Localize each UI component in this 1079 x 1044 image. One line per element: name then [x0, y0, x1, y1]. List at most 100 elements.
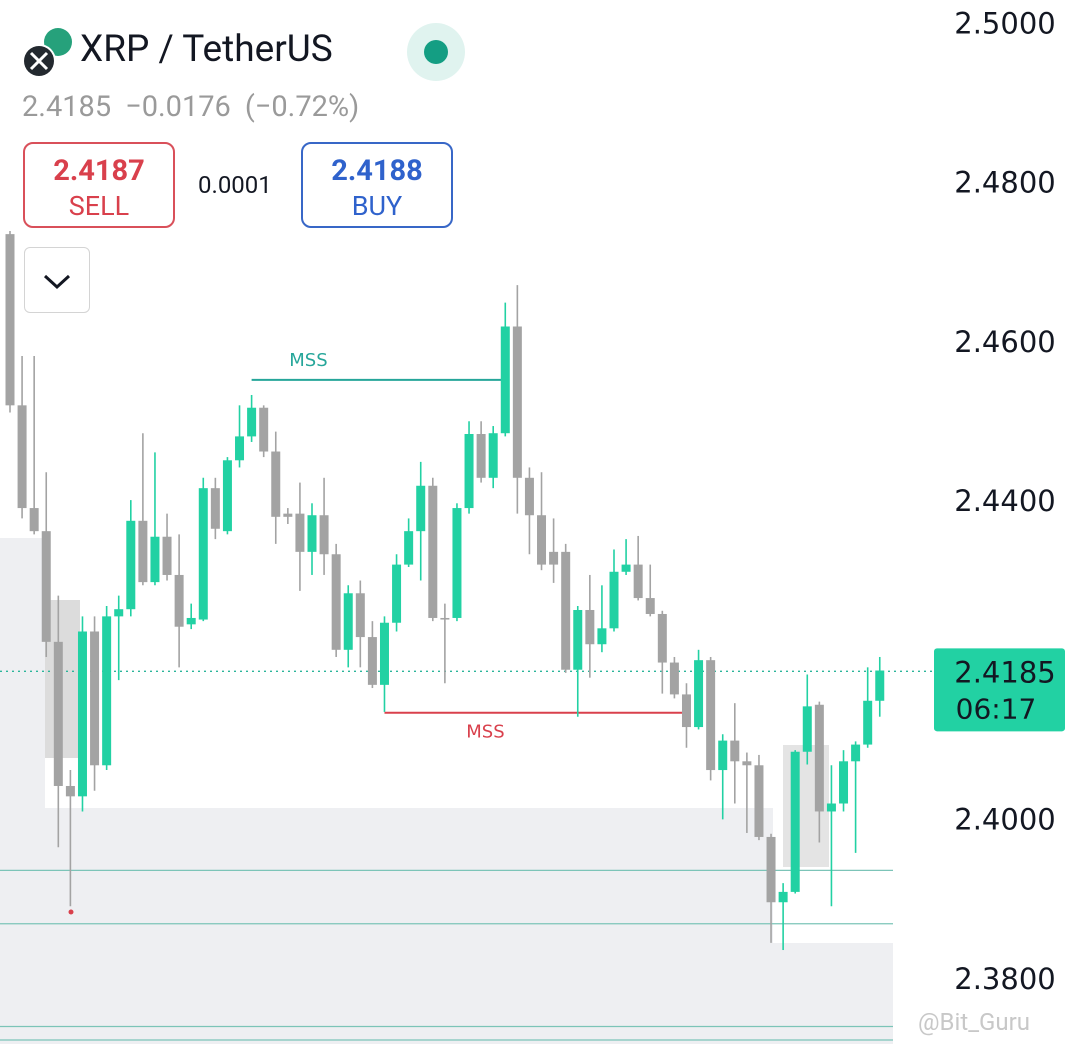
y-tick-label: 2.3800	[954, 962, 1055, 996]
candle-body	[307, 515, 317, 552]
change: −0.0176	[125, 90, 231, 124]
candle-body	[730, 740, 740, 762]
candle-body	[114, 609, 124, 617]
candle-body	[235, 436, 245, 461]
candle-body	[17, 405, 27, 509]
marker-dot	[68, 909, 74, 915]
price: 2.4185	[22, 90, 112, 124]
spread: 0.0001	[198, 171, 272, 199]
symbol-icons	[22, 28, 72, 78]
candle-body	[694, 660, 704, 728]
y-tick-label: 2.5000	[954, 6, 1055, 40]
candle-body	[561, 551, 571, 670]
sell-price: 2.4187	[53, 154, 145, 188]
candle-body	[766, 836, 776, 903]
symbol: XRP / TetherUS	[80, 28, 333, 71]
candle-body	[573, 609, 583, 670]
candle-body	[500, 326, 510, 434]
candle-body	[790, 751, 800, 892]
candle-body	[150, 536, 160, 583]
buy-price: 2.4188	[331, 154, 423, 188]
dropdown[interactable]	[24, 247, 90, 313]
candle-body	[585, 609, 595, 645]
candle-body	[186, 617, 196, 625]
sell-button[interactable]: 2.4187 SELL	[23, 142, 175, 228]
candle-body	[742, 761, 752, 766]
last-price-box	[934, 648, 1065, 732]
candle-body	[283, 513, 293, 517]
candle-body	[863, 700, 873, 745]
candle-body	[633, 564, 643, 599]
candle-body	[609, 571, 619, 629]
candle-body	[355, 593, 365, 638]
candle-body	[343, 593, 353, 650]
candle-body	[512, 326, 522, 478]
candle-body	[488, 433, 498, 478]
candle-body	[29, 508, 39, 532]
candle-body	[198, 488, 208, 620]
candle-body	[645, 598, 655, 614]
candle-body	[452, 508, 462, 618]
candle-body	[537, 515, 547, 565]
quote: 2.4185 −0.0176 (−0.72%)	[22, 90, 373, 124]
candle-body	[754, 765, 764, 837]
candle-body	[404, 531, 414, 565]
candle-body	[814, 704, 824, 812]
candle-body	[162, 536, 172, 575]
candle-body	[53, 641, 63, 786]
buy-label: BUY	[351, 190, 403, 222]
candle-body	[621, 564, 631, 572]
y-tick-label: 2.4000	[954, 803, 1055, 837]
candle-body	[669, 662, 679, 695]
status	[407, 23, 465, 81]
candle-body	[416, 485, 426, 532]
y-tick-label: 2.4800	[954, 166, 1055, 200]
change-pct: (−0.72%)	[244, 90, 360, 124]
candle-body	[440, 617, 450, 620]
candle-body	[549, 551, 559, 565]
candle-body	[65, 785, 75, 797]
candle-body	[138, 520, 148, 583]
zone	[0, 808, 773, 1044]
candle-body	[524, 477, 534, 516]
candle-body	[90, 631, 100, 766]
y-tick-label: 2.4400	[954, 484, 1055, 518]
candle-body	[379, 622, 389, 685]
countdown: 06:17	[956, 692, 1037, 725]
candle-body	[392, 564, 402, 623]
zone	[773, 943, 893, 1044]
candle-body	[718, 740, 728, 771]
candle-body	[367, 637, 377, 685]
candle-body	[174, 574, 184, 627]
candle-body	[802, 706, 812, 752]
watermark: @Bit_Guru	[918, 1008, 1030, 1036]
candle-body	[464, 434, 474, 509]
mss-label: MSS	[466, 722, 504, 743]
y-tick-label: 2.4600	[954, 325, 1055, 359]
candle-body	[126, 520, 136, 610]
candle-body	[875, 670, 885, 701]
sell-label: SELL	[68, 190, 130, 222]
candle-body	[102, 616, 112, 766]
candle-body	[476, 434, 486, 478]
buy-button[interactable]: 2.4188 BUY	[301, 142, 453, 228]
mss-label: MSS	[289, 350, 327, 371]
candle-body	[657, 613, 667, 663]
candle-body	[681, 694, 691, 728]
chevron	[43, 274, 71, 290]
candle-body	[428, 485, 438, 618]
candle-body	[271, 451, 281, 517]
candle-body	[597, 628, 607, 645]
last-price-label: 2.4185	[954, 655, 1055, 689]
candle-body	[295, 513, 305, 552]
candle-body	[778, 891, 788, 903]
candle-body	[851, 744, 861, 762]
candle-body	[259, 407, 269, 452]
candle-body	[41, 531, 51, 642]
candle-body	[319, 515, 329, 555]
candle-body	[706, 660, 716, 771]
candle-body	[222, 460, 232, 532]
candle-body	[210, 488, 220, 529]
